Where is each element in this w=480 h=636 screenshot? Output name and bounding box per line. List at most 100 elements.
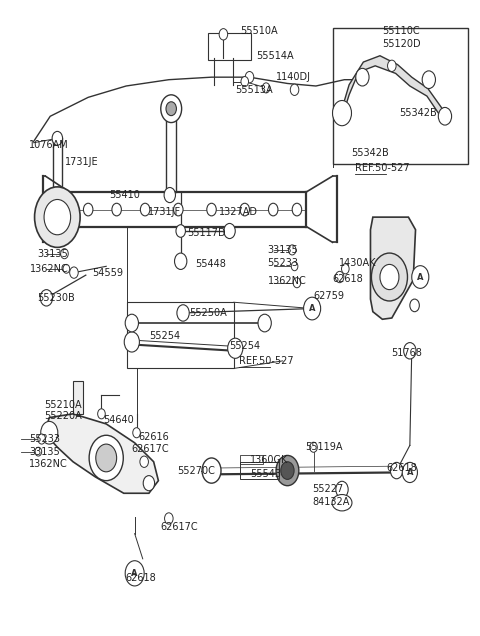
Text: 55227: 55227	[312, 485, 343, 494]
Text: 55117D: 55117D	[187, 228, 226, 238]
Text: 55120D: 55120D	[383, 39, 421, 49]
Circle shape	[143, 476, 155, 491]
Bar	[240, 462, 279, 479]
Circle shape	[60, 249, 68, 259]
Circle shape	[165, 513, 173, 524]
Circle shape	[336, 481, 348, 498]
Circle shape	[268, 204, 278, 216]
Text: 55513A: 55513A	[235, 85, 273, 95]
Circle shape	[63, 265, 70, 273]
Text: 1362NC: 1362NC	[29, 459, 68, 469]
Circle shape	[219, 29, 228, 40]
Circle shape	[262, 83, 270, 93]
Circle shape	[41, 422, 58, 444]
Circle shape	[140, 456, 148, 467]
Text: 1430AK: 1430AK	[339, 258, 376, 268]
Bar	[208, 33, 252, 60]
Circle shape	[174, 204, 183, 216]
Text: A: A	[132, 569, 138, 578]
Bar	[73, 381, 84, 414]
Circle shape	[293, 278, 301, 287]
Text: 55510A: 55510A	[240, 26, 277, 36]
Circle shape	[241, 76, 249, 86]
Circle shape	[402, 462, 418, 483]
Text: 1362NC: 1362NC	[30, 264, 69, 274]
Circle shape	[161, 95, 181, 123]
Circle shape	[124, 332, 139, 352]
Text: REF.50-527: REF.50-527	[239, 356, 294, 366]
Circle shape	[390, 462, 403, 479]
Circle shape	[112, 204, 121, 216]
Circle shape	[84, 204, 93, 216]
Text: 55342B: 55342B	[351, 148, 389, 158]
Circle shape	[410, 299, 420, 312]
Text: 62618: 62618	[386, 463, 417, 473]
Text: A: A	[407, 468, 413, 477]
Circle shape	[404, 343, 416, 359]
Circle shape	[40, 289, 53, 306]
Circle shape	[292, 204, 301, 216]
Text: 54640: 54640	[103, 415, 134, 425]
Circle shape	[291, 262, 298, 271]
Text: 55119A: 55119A	[305, 442, 343, 452]
Circle shape	[240, 204, 250, 216]
Text: 33135: 33135	[37, 249, 68, 259]
Text: 55233: 55233	[267, 258, 299, 268]
Circle shape	[276, 455, 299, 486]
Text: A: A	[309, 304, 315, 313]
Circle shape	[202, 458, 221, 483]
Circle shape	[356, 68, 369, 86]
Circle shape	[336, 272, 344, 282]
Circle shape	[164, 188, 176, 203]
Circle shape	[412, 266, 429, 288]
Circle shape	[224, 223, 235, 238]
Circle shape	[176, 225, 185, 237]
Text: 62618: 62618	[125, 573, 156, 583]
Text: 62759: 62759	[313, 291, 345, 301]
Text: 62618: 62618	[333, 274, 363, 284]
Circle shape	[70, 267, 78, 279]
Circle shape	[35, 187, 80, 247]
Text: 55514A: 55514A	[257, 52, 294, 61]
Text: 33135: 33135	[267, 245, 298, 255]
Text: 33135: 33135	[29, 446, 60, 457]
Text: A: A	[417, 272, 423, 282]
Circle shape	[89, 435, 123, 481]
Text: 55230B: 55230B	[37, 293, 75, 303]
Circle shape	[228, 338, 243, 358]
Circle shape	[166, 102, 177, 116]
Text: 55110C: 55110C	[383, 26, 420, 36]
Circle shape	[52, 132, 62, 145]
Text: 1360GK: 1360GK	[251, 455, 289, 465]
Text: 55410: 55410	[109, 190, 141, 200]
Text: 55233: 55233	[29, 434, 60, 444]
Bar	[127, 302, 234, 368]
Text: 1140DJ: 1140DJ	[276, 72, 311, 82]
Circle shape	[380, 265, 399, 289]
Text: 55342B: 55342B	[399, 108, 437, 118]
Circle shape	[125, 561, 144, 586]
Circle shape	[140, 204, 150, 216]
Text: 84132A: 84132A	[312, 497, 349, 507]
Bar	[240, 455, 263, 464]
Text: 55254: 55254	[229, 342, 261, 351]
Circle shape	[258, 314, 271, 332]
Text: 1076AM: 1076AM	[29, 140, 69, 149]
Circle shape	[281, 462, 294, 480]
Circle shape	[44, 200, 71, 235]
Circle shape	[288, 245, 296, 255]
Text: 62616: 62616	[138, 431, 169, 441]
Text: 55254: 55254	[149, 331, 180, 341]
Text: 1731JF: 1731JF	[147, 207, 180, 217]
Circle shape	[387, 60, 396, 71]
Circle shape	[303, 297, 321, 320]
Circle shape	[333, 100, 351, 126]
Text: 62617C: 62617C	[160, 522, 198, 532]
Circle shape	[342, 264, 349, 274]
Circle shape	[177, 305, 189, 321]
Text: 54559: 54559	[92, 268, 123, 277]
Circle shape	[310, 442, 317, 452]
Text: 62617C: 62617C	[132, 444, 169, 454]
Circle shape	[438, 107, 452, 125]
Polygon shape	[342, 56, 445, 120]
